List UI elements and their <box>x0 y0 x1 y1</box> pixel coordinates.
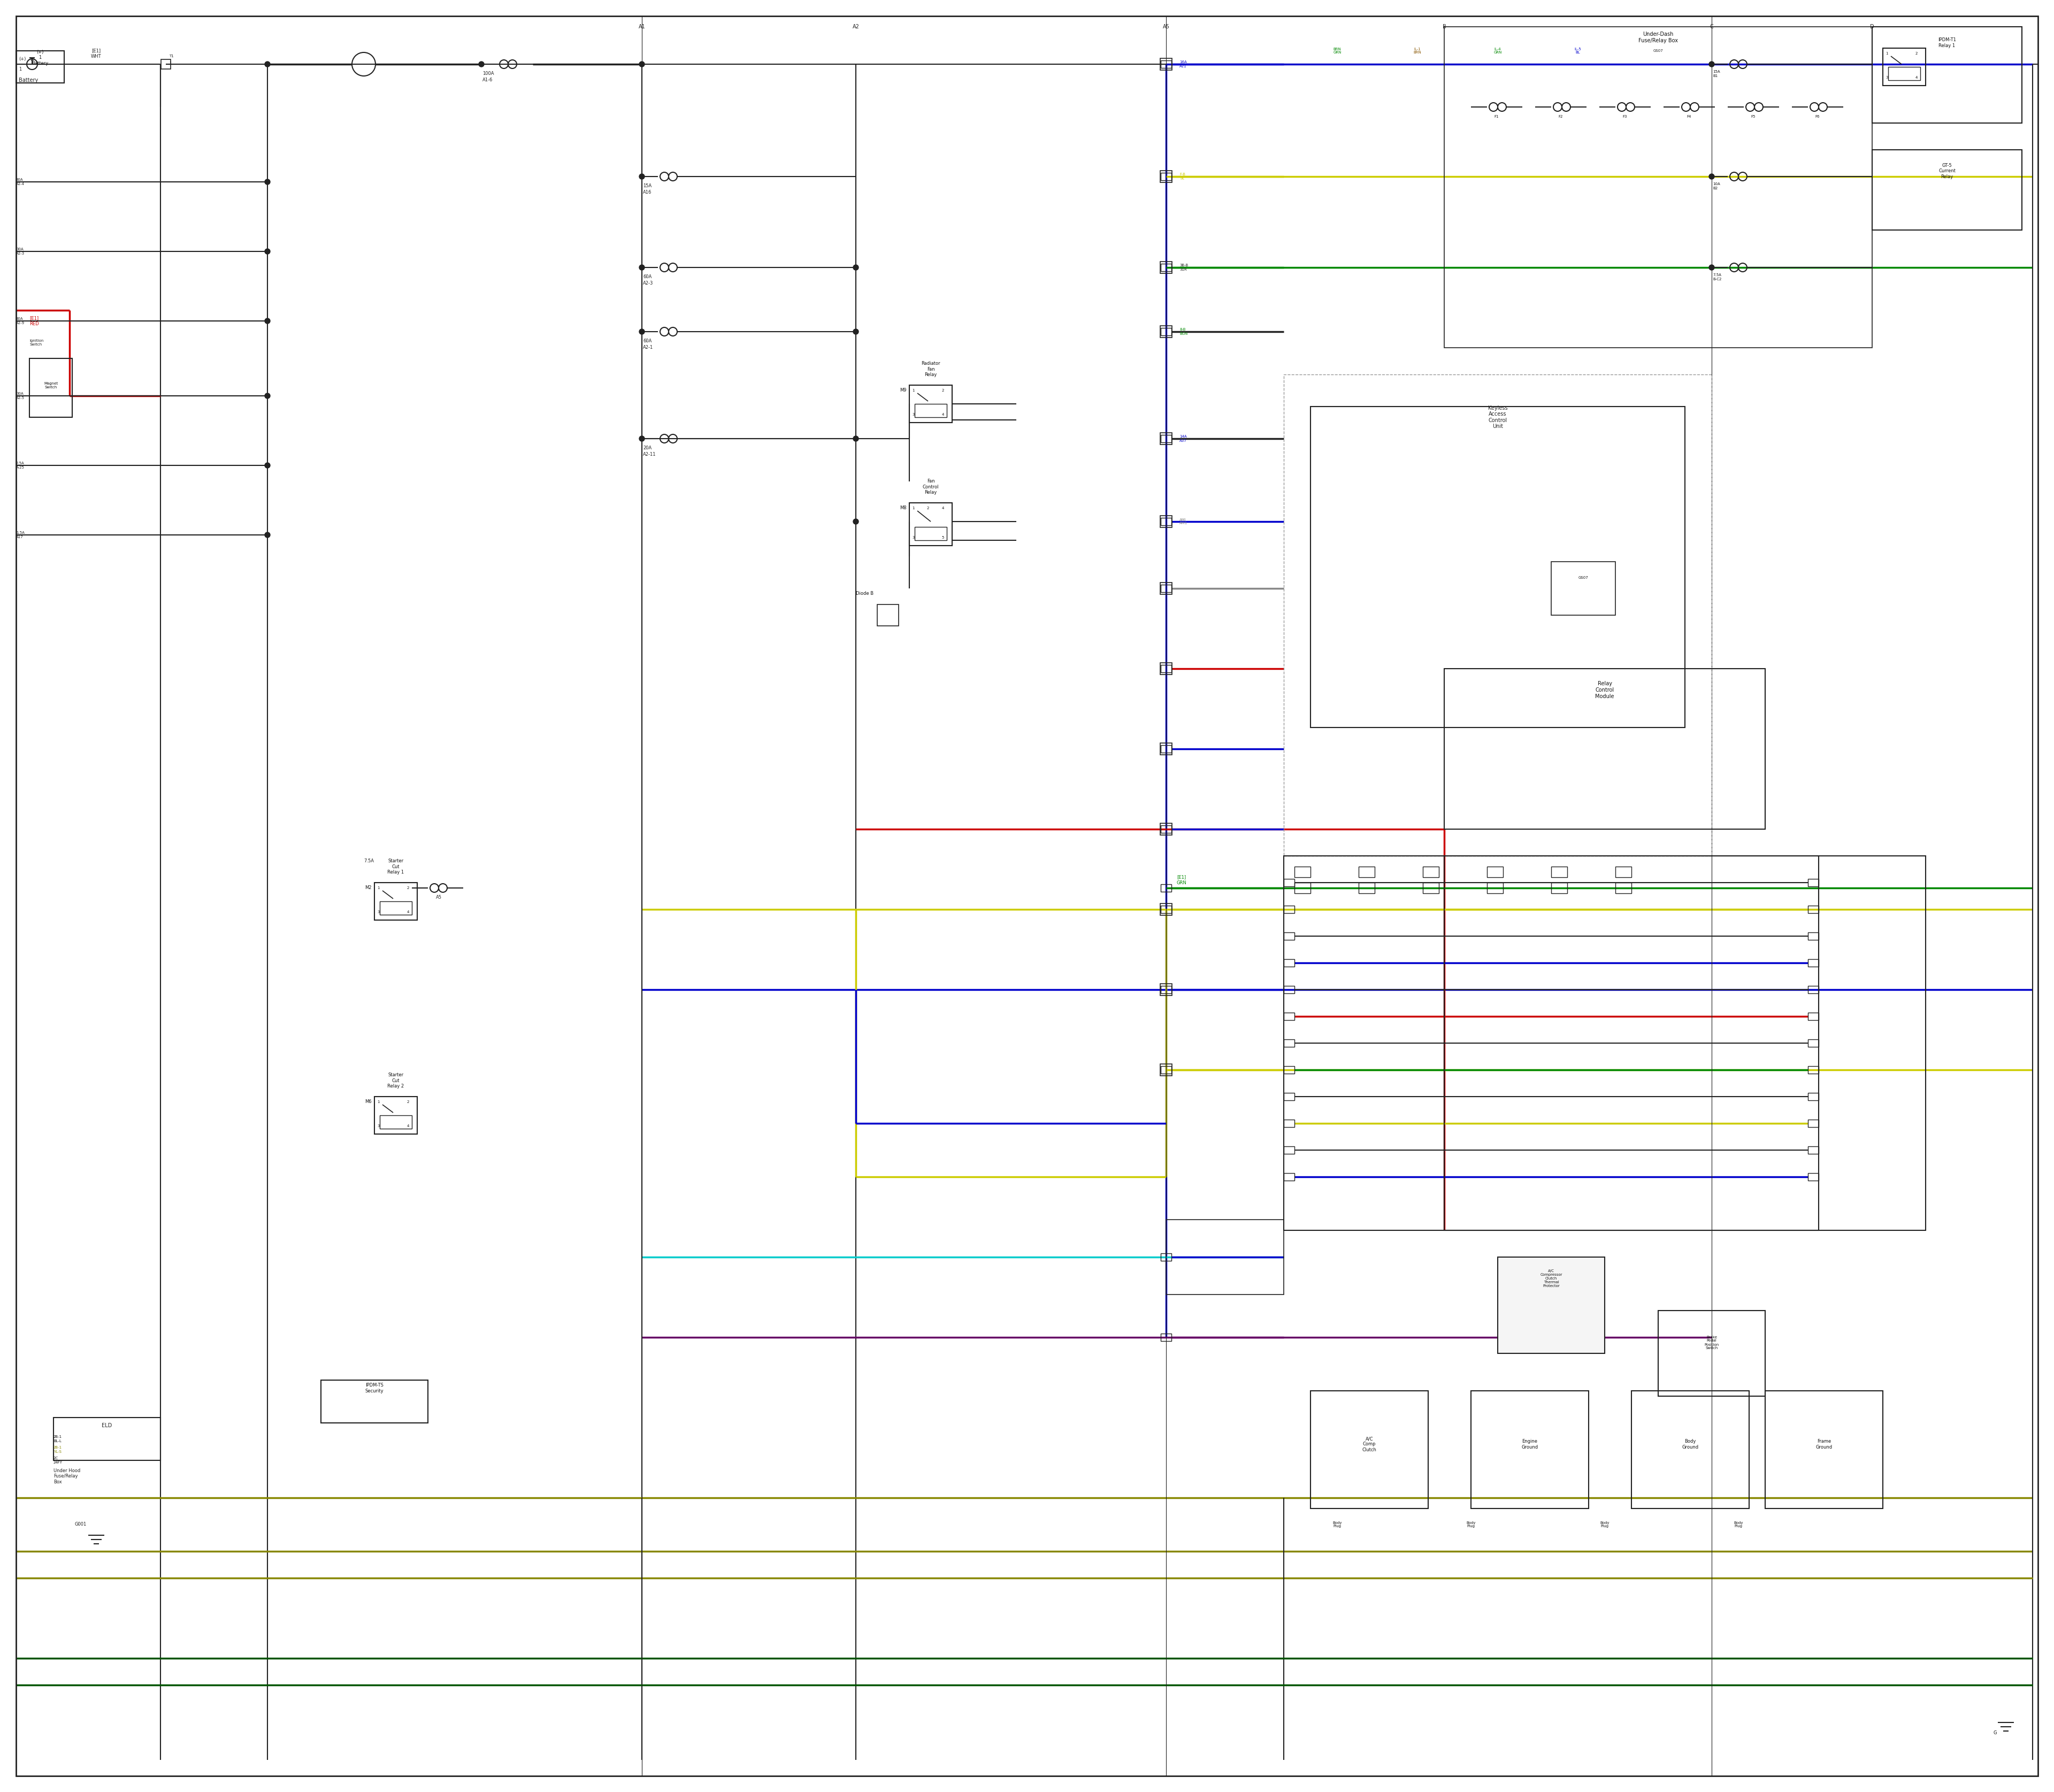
Bar <box>1871 151 2021 229</box>
Bar <box>910 385 953 423</box>
Circle shape <box>265 462 271 468</box>
Text: GT-5
Current
Relay: GT-5 Current Relay <box>1939 163 1955 179</box>
Bar <box>380 901 413 914</box>
Bar <box>1884 48 1927 86</box>
Text: (+): (+) <box>18 56 27 61</box>
Text: Keyless
Access
Control
Unit: Keyless Access Control Unit <box>1487 405 1508 430</box>
Text: Magnet
Switch: Magnet Switch <box>43 382 58 389</box>
Bar <box>1161 665 1171 672</box>
Text: 4: 4 <box>941 507 945 509</box>
Bar <box>1161 744 1173 754</box>
Text: BRN
GRN: BRN GRN <box>1333 47 1341 54</box>
Bar <box>1294 867 1310 878</box>
Text: 16A
A21: 16A A21 <box>1179 61 1187 68</box>
Bar <box>1161 883 1171 892</box>
Text: F3: F3 <box>1623 115 1627 118</box>
Text: 3: 3 <box>1886 75 1888 79</box>
Bar <box>1284 932 1294 939</box>
Bar <box>1310 407 1684 728</box>
Bar <box>1284 1039 1294 1047</box>
Text: 1: 1 <box>378 887 380 889</box>
Bar <box>1161 326 1173 337</box>
Circle shape <box>852 265 859 271</box>
Text: 2B-1
BL-L: 2B-1 BL-L <box>53 1435 62 1443</box>
Text: M2: M2 <box>366 885 372 891</box>
Bar <box>1284 1012 1294 1020</box>
Bar <box>1161 582 1173 595</box>
Bar <box>1808 1174 1818 1181</box>
Bar <box>1808 932 1818 939</box>
Circle shape <box>265 532 271 538</box>
Text: 2: 2 <box>407 887 409 889</box>
Bar <box>1423 867 1440 878</box>
Text: 4: 4 <box>407 1124 409 1127</box>
Text: 2B-1
YL-S: 2B-1 YL-S <box>53 1446 62 1453</box>
Bar <box>1614 867 1631 878</box>
Text: Body
Ground: Body Ground <box>1682 1439 1699 1450</box>
Text: G001: G001 <box>74 1521 86 1527</box>
Circle shape <box>852 520 859 525</box>
Text: Radiator
Fan
Relay: Radiator Fan Relay <box>920 362 941 376</box>
Bar <box>1294 883 1310 894</box>
Bar <box>1161 516 1173 527</box>
Text: Under Hood
Fuse/Relay
Box: Under Hood Fuse/Relay Box <box>53 1468 80 1484</box>
Text: [E1]
GRN: [E1] GRN <box>1177 874 1187 885</box>
Text: 4: 4 <box>941 412 945 416</box>
Bar <box>1284 1174 1294 1181</box>
Bar <box>1161 663 1173 674</box>
Bar <box>1284 905 1294 914</box>
Text: 15A
B1: 15A B1 <box>1713 70 1719 77</box>
Circle shape <box>265 61 271 66</box>
Bar <box>1808 1120 1818 1127</box>
Text: Diode B: Diode B <box>857 591 873 597</box>
Bar <box>1808 1093 1818 1100</box>
Text: [E1]
WHT: [E1] WHT <box>90 48 101 59</box>
Text: A2-1: A2-1 <box>643 346 653 349</box>
Text: Starter
Cut
Relay 2: Starter Cut Relay 2 <box>388 1073 405 1088</box>
Bar <box>1284 1120 1294 1127</box>
Text: 1.5A
A17: 1.5A A17 <box>16 532 25 538</box>
Circle shape <box>265 249 271 254</box>
Bar <box>1808 1012 1818 1020</box>
Bar <box>1497 1256 1604 1353</box>
Bar <box>1888 66 1920 81</box>
Circle shape <box>852 435 859 441</box>
Text: A1: A1 <box>639 23 645 29</box>
Text: F1: F1 <box>1495 115 1499 118</box>
Circle shape <box>265 319 271 324</box>
Text: 2: 2 <box>407 1100 409 1104</box>
Text: 60A: 60A <box>643 274 651 280</box>
Bar <box>1161 170 1173 183</box>
Text: 8-B
BGN: 8-B BGN <box>1179 328 1187 335</box>
Text: Starter
Cut
Relay 1: Starter Cut Relay 1 <box>388 858 405 874</box>
Text: Body
Plug: Body Plug <box>1333 1521 1341 1529</box>
Text: Engine
Ground: Engine Ground <box>1522 1439 1538 1450</box>
Bar <box>374 883 417 919</box>
Text: 1: 1 <box>912 507 914 509</box>
Bar <box>1808 878 1818 887</box>
Text: 40A
A2-9: 40A A2-9 <box>16 317 25 324</box>
Bar <box>1161 984 1173 996</box>
Text: B: B <box>1442 23 1446 29</box>
Bar <box>1284 857 1818 1231</box>
Text: 4: 4 <box>407 910 409 914</box>
Text: 5: 5 <box>941 536 945 539</box>
Text: 4: 4 <box>1914 75 1918 79</box>
Bar <box>1551 867 1567 878</box>
Text: Under-Dash
Fuse/Relay Box: Under-Dash Fuse/Relay Box <box>1639 32 1678 43</box>
Bar <box>1808 1147 1818 1154</box>
Bar <box>1808 1039 1818 1047</box>
Bar <box>1444 27 1871 348</box>
Text: 3: 3 <box>912 536 914 539</box>
Bar <box>1161 1066 1171 1073</box>
Bar <box>16 50 64 82</box>
Text: A/C
Compressor
Clutch
Thermal
Protector: A/C Compressor Clutch Thermal Protector <box>1540 1269 1563 1288</box>
Text: 40A
A2-4: 40A A2-4 <box>16 179 25 185</box>
Text: 2: 2 <box>1914 52 1918 56</box>
Bar <box>910 504 953 545</box>
Text: A16: A16 <box>643 190 651 195</box>
Text: 7.5A: 7.5A <box>364 858 374 864</box>
Bar <box>914 403 947 418</box>
Text: A1-6: A1-6 <box>483 77 493 82</box>
Text: 1: 1 <box>1886 52 1888 56</box>
